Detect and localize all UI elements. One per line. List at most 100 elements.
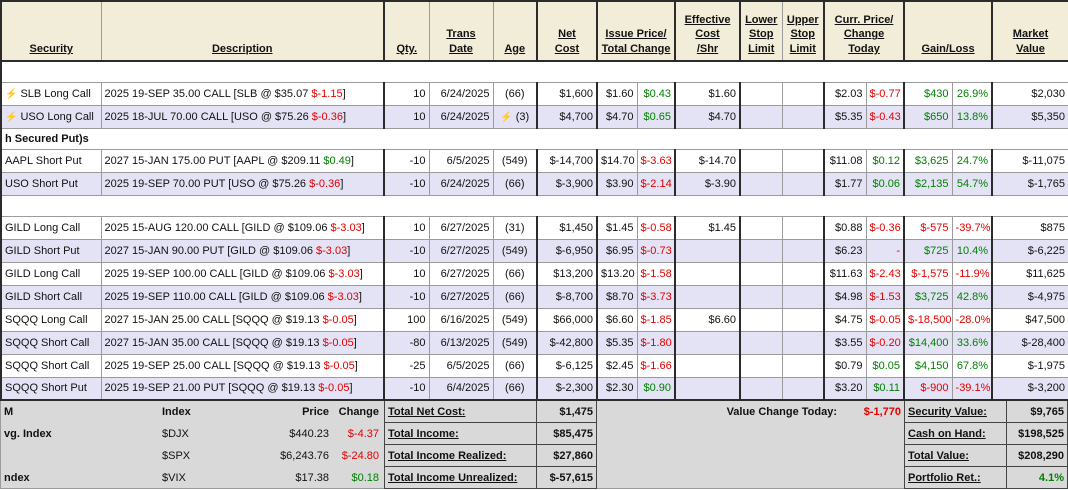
cell-lower-stop[interactable] <box>739 148 783 173</box>
cell-issue-price[interactable]: $2.30 <box>596 376 638 401</box>
cell-issue-price[interactable]: $1.60 <box>596 81 638 106</box>
cell-total-change[interactable]: $-1.66 <box>636 353 676 378</box>
cell-description[interactable]: 2025 15-AUG 120.00 CALL [GILD @ $109.06 … <box>100 215 385 240</box>
cell-total-change[interactable]: $-3.63 <box>636 148 676 173</box>
cell-change-today[interactable]: - <box>865 238 905 263</box>
cell-market-value[interactable]: $875 <box>991 215 1068 240</box>
cell-market-value[interactable]: $11,625 <box>991 261 1068 286</box>
cell-total-change[interactable]: $0.43 <box>636 81 676 106</box>
cell-upper-stop[interactable] <box>781 238 825 263</box>
cell-age[interactable]: (66) <box>492 261 538 286</box>
cell-total-change[interactable]: $0.90 <box>636 376 676 401</box>
cell-curr-price[interactable]: $0.79 <box>823 353 867 378</box>
total-value[interactable]: $27,860 <box>537 445 597 467</box>
col-header-description[interactable]: Description <box>100 0 385 62</box>
cell-lower-stop[interactable] <box>739 353 783 378</box>
col-header-market-value[interactable]: Market Value <box>991 0 1068 62</box>
cell-lower-stop[interactable] <box>739 307 783 332</box>
cell-lower-stop[interactable] <box>739 171 783 196</box>
cell-gain[interactable]: $2,135 <box>903 171 953 196</box>
cell-security[interactable]: ⚡ USO Long Call <box>0 104 102 129</box>
cell-change-today[interactable]: $0.05 <box>865 353 905 378</box>
cell-lower-stop[interactable] <box>739 330 783 355</box>
index-col-header[interactable]: Index <box>162 406 191 418</box>
cell-age[interactable]: ⚡ (3) <box>492 104 538 129</box>
cell-trans-date[interactable]: 6/4/2025 <box>428 376 494 401</box>
cell-issue-price[interactable]: $1.45 <box>596 215 638 240</box>
cell-qty[interactable]: 100 <box>383 307 430 332</box>
value-change-label[interactable]: Value Change Today: <box>726 406 837 418</box>
cell-market-value[interactable]: $-1,975 <box>991 353 1068 378</box>
cell-net-cost[interactable]: $-2,300 <box>536 376 598 401</box>
cell-effective-cost[interactable]: $-14.70 <box>674 148 741 173</box>
cell-trans-date[interactable]: 6/27/2025 <box>428 238 494 263</box>
cell-description[interactable]: 2027 15-JAN 90.00 PUT [GILD @ $109.06 $-… <box>100 238 385 263</box>
summary-value[interactable]: $9,765 <box>1007 401 1068 423</box>
cell-change-today[interactable]: $0.12 <box>865 148 905 173</box>
index-name-cell[interactable]: $VIX <box>162 472 186 484</box>
cell-market-value[interactable]: $2,030 <box>991 81 1068 106</box>
cell-qty[interactable]: -25 <box>383 353 430 378</box>
cell-security[interactable]: AAPL Short Put <box>0 148 102 173</box>
cell-market-value[interactable]: $-28,400 <box>991 330 1068 355</box>
cell-market-value[interactable]: $-6,225 <box>991 238 1068 263</box>
cell-lower-stop[interactable] <box>739 81 783 106</box>
summary-label[interactable]: Portfolio Ret.: <box>905 467 1007 489</box>
cell-issue-price[interactable]: $3.90 <box>596 171 638 196</box>
cell-description[interactable]: 2025 19-SEP 100.00 CALL [GILD @ $109.06 … <box>100 261 385 286</box>
cell-gain[interactable]: $650 <box>903 104 953 129</box>
summary-value[interactable]: $208,290 <box>1007 445 1068 467</box>
cell-effective-cost[interactable] <box>674 353 741 378</box>
cell-lower-stop[interactable] <box>739 215 783 240</box>
cell-description[interactable]: 2025 19-SEP 21.00 PUT [SQQQ @ $19.13 $-0… <box>100 376 385 401</box>
cell-gain[interactable]: $4,150 <box>903 353 953 378</box>
col-header-issue-price-total-change[interactable]: Issue Price/ Total Change <box>595 0 676 62</box>
cell-trans-date[interactable]: 6/27/2025 <box>428 284 494 309</box>
cell-total-change[interactable]: $-1.58 <box>636 261 676 286</box>
index-row-label[interactable]: vg. Index <box>4 428 52 440</box>
cell-market-value[interactable]: $-11,075 <box>991 148 1068 173</box>
cell-lower-stop[interactable] <box>739 238 783 263</box>
cell-total-change[interactable]: $-1.85 <box>636 307 676 332</box>
cell-net-cost[interactable]: $1,600 <box>536 81 598 106</box>
cell-net-cost[interactable]: $-8,700 <box>536 284 598 309</box>
cell-effective-cost[interactable] <box>674 284 741 309</box>
cell-issue-price[interactable]: $6.60 <box>596 307 638 332</box>
cell-change-today[interactable]: $0.06 <box>865 171 905 196</box>
summary-label[interactable]: Security Value: <box>905 401 1007 423</box>
col-header-upper-stop[interactable]: Upper Stop Limit <box>781 0 825 62</box>
cell-market-value[interactable]: $-3,200 <box>991 376 1068 401</box>
cell-total-change[interactable]: $-3.73 <box>636 284 676 309</box>
cell-gain-pct[interactable]: 67.8% <box>951 353 993 378</box>
total-value[interactable]: $85,475 <box>537 423 597 445</box>
index-change-cell[interactable]: $-24.80 <box>341 450 379 462</box>
cell-curr-price[interactable]: $1.77 <box>823 171 867 196</box>
cell-issue-price[interactable]: $5.35 <box>596 330 638 355</box>
summary-label[interactable]: Cash on Hand: <box>905 423 1007 445</box>
cell-change-today[interactable]: $0.11 <box>865 376 905 401</box>
cell-curr-price[interactable]: $11.63 <box>823 261 867 286</box>
cell-market-value[interactable]: $47,500 <box>991 307 1068 332</box>
cell-trans-date[interactable]: 6/27/2025 <box>428 215 494 240</box>
cell-gain[interactable]: $-575 <box>903 215 953 240</box>
cell-upper-stop[interactable] <box>781 353 825 378</box>
cell-security[interactable]: USO Short Put <box>0 171 102 196</box>
cell-net-cost[interactable]: $1,450 <box>536 215 598 240</box>
cell-net-cost[interactable]: $-42,800 <box>536 330 598 355</box>
cell-curr-price[interactable]: $11.08 <box>823 148 867 173</box>
cell-lower-stop[interactable] <box>739 104 783 129</box>
total-label[interactable]: Total Income Realized: <box>385 445 537 467</box>
cell-description[interactable]: 2025 19-SEP 25.00 CALL [SQQQ @ $19.13 $-… <box>100 353 385 378</box>
cell-effective-cost[interactable]: $6.60 <box>674 307 741 332</box>
cell-qty[interactable]: -10 <box>383 148 430 173</box>
cell-curr-price[interactable]: $4.98 <box>823 284 867 309</box>
cell-gain-pct[interactable]: 24.7% <box>951 148 993 173</box>
cell-total-change[interactable]: $-1.80 <box>636 330 676 355</box>
cell-qty[interactable]: -10 <box>383 238 430 263</box>
cell-upper-stop[interactable] <box>781 171 825 196</box>
cell-trans-date[interactable]: 6/24/2025 <box>428 81 494 106</box>
value-change-value[interactable]: $-1,770 <box>863 406 901 418</box>
cell-security[interactable]: ⚡ SLB Long Call <box>0 81 102 106</box>
cell-gain[interactable]: $-1,575 <box>903 261 953 286</box>
index-name-cell[interactable]: $DJX <box>162 428 189 440</box>
